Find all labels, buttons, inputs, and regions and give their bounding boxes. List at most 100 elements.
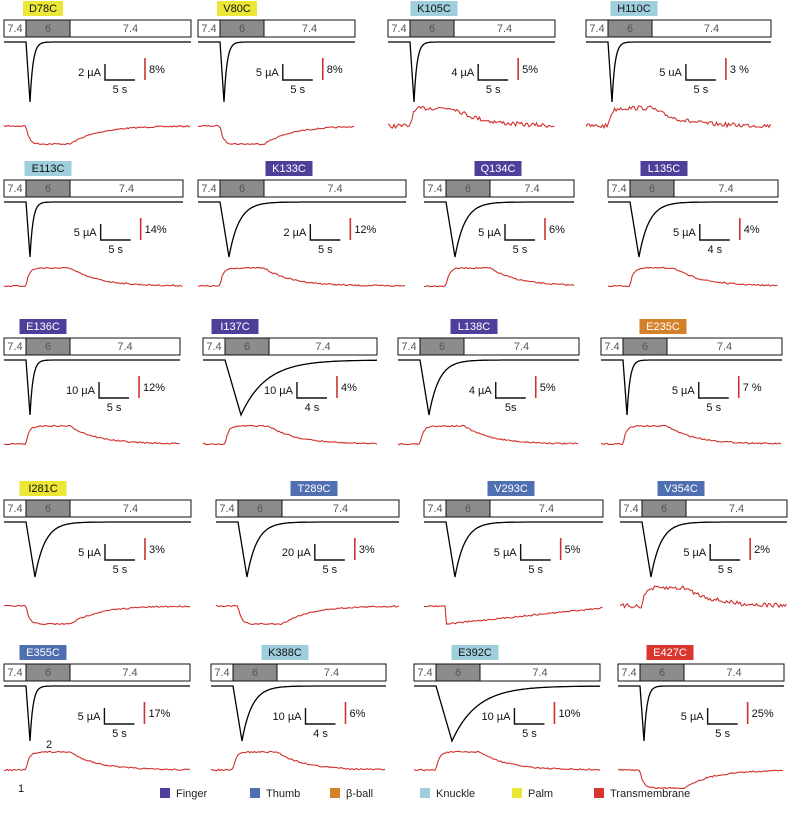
mutant-label: E392C [458,647,492,659]
current-scale-bar [99,224,131,241]
ph6-segment [629,179,675,198]
time-scale-label: 5 s [718,564,733,576]
ph-label-acid: 6 [661,503,667,515]
fluor-scale-label: 5% [540,382,556,394]
ph-label-start: 7.4 [623,503,638,515]
current-scale-bar [699,224,730,241]
current-trace [198,201,406,258]
mutant-label: K133C [272,163,306,175]
ph-label-start: 7.4 [611,183,626,195]
current-scale-bar [698,382,729,399]
ph-label-end: 7.4 [729,503,744,515]
ph-label-start: 7.4 [427,183,442,195]
current-scale-label: 20 µA [282,547,312,559]
ph-label-end: 7.4 [704,23,719,35]
mutant-badge [217,1,257,16]
mutant-label: K388C [268,647,302,659]
current-scale-bar [519,544,551,561]
mutant-badge [640,161,688,176]
ph6-segment [445,499,491,518]
fluorescence-trace [387,105,555,129]
ph-label-end: 7.4 [539,503,554,515]
fluorescence-trace [3,124,191,146]
ph-label-acid: 6 [429,23,435,35]
ph-label-start: 7.4 [7,23,22,35]
panel-h110c: H110C 7.4 6 7.4 5 uA 5 s 3 % [585,1,772,130]
ph-label-start: 7.4 [604,341,619,353]
panel-k133c: K133C 7.4 6 7.4 2 µA 5 s 12% [197,161,407,288]
current-scale-label: 5 µA [78,547,102,559]
current-scale-bar [709,544,741,561]
fluor-scale-label: 4% [341,382,357,394]
current-scale-label: 5 µA [494,547,518,559]
current-trace [414,685,601,743]
mutant-label: T289C [297,483,330,495]
fluor-scale-label: 3% [359,544,375,556]
ph6-segment [232,663,278,682]
current-scale-label: 4 µA [469,385,493,397]
current-scale-label: 5 µA [672,385,696,397]
current-scale-bar [98,382,130,399]
fluor-scale-label: 2% [754,544,770,556]
mutant-badge [474,161,522,176]
fluorescence-trace [413,750,601,772]
panel-k388c: K388C 7.4 6 7.4 10 µA 4 s 6% [210,645,387,772]
ph-label-end: 7.4 [514,341,529,353]
panel-e136c: E136C 7.4 6 7.4 10 µA 5 s 12% [3,319,181,446]
mutant-badge [211,319,259,334]
fluorescence-trace [619,584,787,609]
fluorescence-trace [197,124,354,146]
current-scale-label: 2 µA [78,67,102,79]
current-trace [203,359,377,417]
ph-label-start: 7.4 [589,23,604,35]
ph6-segment [219,179,265,198]
fluorescence-trace [600,424,782,446]
fluor-scale-label: 14% [145,224,167,236]
panel-e113c: E113C 7.4 6 7.4 5 µA 5 s 14% [3,161,184,288]
time-scale-label: 5 s [528,564,543,576]
legend-swatch [512,788,522,798]
time-scale-label: 5 s [513,244,528,256]
mutant-label: L135C [648,163,680,175]
ph-label-acid: 6 [239,183,245,195]
current-trace [424,521,603,578]
current-scale-bar [309,224,341,241]
current-trace [618,685,784,742]
current-trace [388,41,555,103]
current-scale-label: 5 µA [256,67,280,79]
legend-label: Palm [528,788,553,800]
ph-label-acid: 6 [239,23,245,35]
ph-label-acid: 6 [45,341,51,353]
fluorescence-trace [423,604,603,625]
current-scale-label: 5 µA [683,547,707,559]
current-scale-label: 10 µA [264,385,294,397]
legend-label: Transmembrane [610,788,690,800]
ph-label-acid: 6 [45,183,51,195]
ph-label-acid: 6 [465,503,471,515]
ph-label-start: 7.4 [7,503,22,515]
current-scale-label: 10 µA [481,711,511,723]
current-scale-bar [314,544,345,561]
fluorescence-trace [197,266,406,288]
ph6-segment [219,19,265,38]
mutant-badge [639,319,687,334]
mutant-badge [410,1,458,16]
panel-e392c: E392C 7.4 6 7.4 10 µA 5 s 10% [413,645,601,772]
ph6-segment [25,337,71,356]
current-scale-label: 5 µA [673,227,697,239]
ph-label-start: 7.4 [201,183,216,195]
legend-label: Knuckle [436,788,475,800]
current-scale-bar [282,64,313,81]
fluor-scale-label: 10% [558,708,580,720]
mutant-label: K105C [417,3,451,15]
ph-label-end: 7.4 [717,341,732,353]
current-scale-bar [477,64,509,81]
mutant-badge [290,481,338,496]
legend-swatch [250,788,260,798]
current-scale-label: 5 µA [74,227,98,239]
current-trace [4,41,191,103]
fluor-scale-label: 12% [354,224,376,236]
ph6-segment [435,663,481,682]
current-scale-label: 10 µA [66,385,96,397]
